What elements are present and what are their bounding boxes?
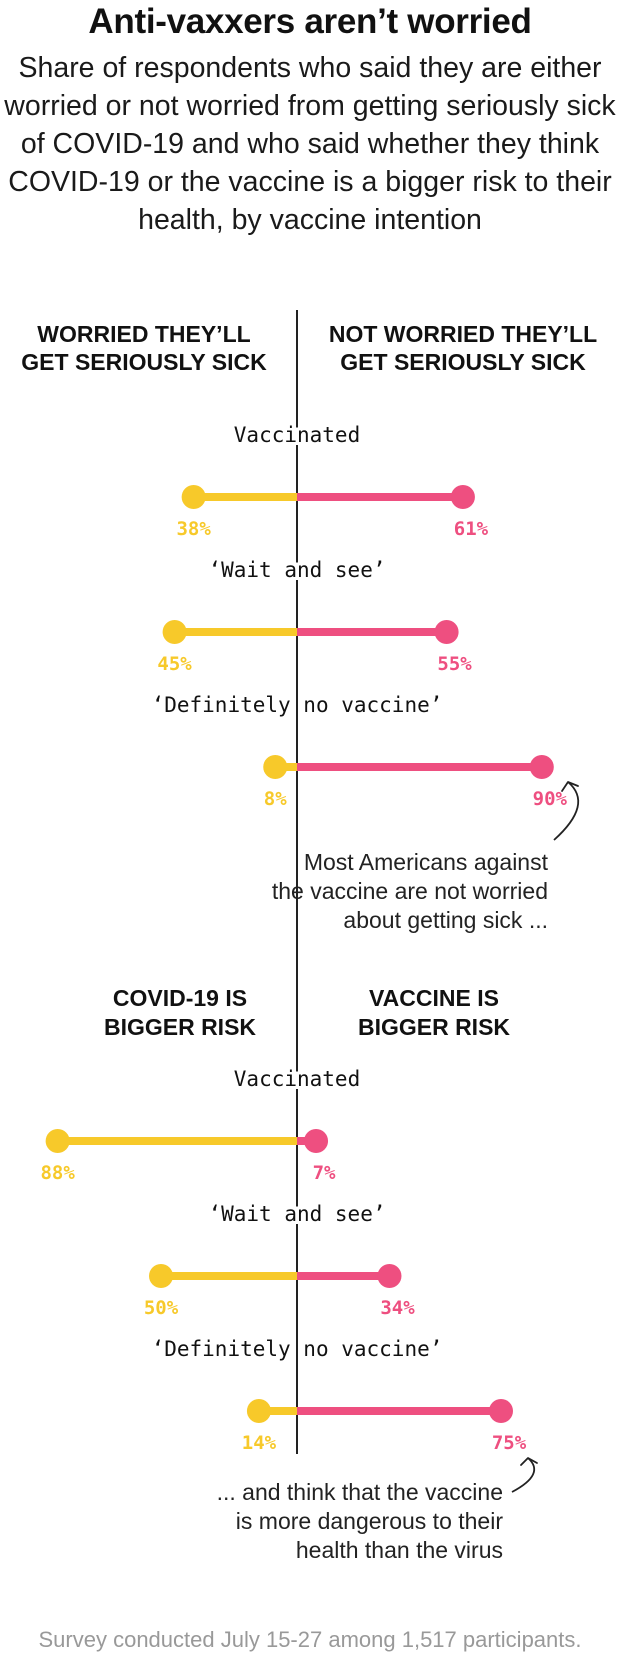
- right-value-label: 34%: [380, 1297, 415, 1319]
- annotation-text: is more dangerous to their: [236, 1508, 504, 1534]
- category-label: Vaccinated: [234, 423, 360, 447]
- left-value-label: 8%: [264, 788, 287, 810]
- right-value-label: 75%: [492, 1432, 527, 1454]
- left-value-label: 88%: [40, 1162, 75, 1184]
- category-label: ‘Definitely no vaccine’: [152, 1337, 443, 1361]
- left-header-label: COVID-19 IS: [113, 985, 247, 1011]
- left-dot: [263, 755, 288, 779]
- right-dot: [304, 1129, 329, 1153]
- annotation-text: the vaccine are not worried: [272, 878, 548, 904]
- left-value-label: 38%: [176, 518, 211, 540]
- annotation-arrowhead: [520, 1457, 538, 1466]
- category-label: ‘Wait and see’: [208, 558, 385, 582]
- annotation-text: about getting sick ...: [343, 907, 548, 933]
- left-header-label: BIGGER RISK: [104, 1014, 256, 1040]
- left-value-label: 14%: [242, 1432, 277, 1454]
- category-label: ‘Definitely no vaccine’: [152, 693, 443, 717]
- right-value-label: 90%: [533, 788, 568, 810]
- left-value-label: 50%: [144, 1297, 179, 1319]
- left-dot: [162, 620, 187, 644]
- annotation-text: health than the virus: [296, 1537, 503, 1563]
- right-value-label: 55%: [437, 653, 472, 675]
- chart-title: Anti-vaxxers aren’t worried: [88, 2, 532, 41]
- source-note: Survey conducted July 15-27 among 1,517 …: [38, 1627, 582, 1652]
- right-dot: [450, 485, 475, 509]
- annotation-text: Most Americans against: [304, 849, 549, 875]
- right-value-label: 7%: [313, 1162, 336, 1184]
- annotation-arrowhead: [561, 781, 579, 792]
- right-dot: [489, 1399, 513, 1423]
- right-header-label: NOT WORRIED THEY’LL: [329, 321, 597, 347]
- left-dot: [149, 1264, 173, 1288]
- annotation-text: ... and think that the vaccine: [217, 1479, 503, 1505]
- right-header-label: BIGGER RISK: [358, 1014, 510, 1040]
- right-header-label: VACCINE IS: [369, 985, 499, 1011]
- left-header-label: WORRIED THEY’LL: [37, 321, 250, 347]
- right-header-label: GET SERIOUSLY SICK: [340, 349, 586, 375]
- right-dot: [529, 755, 554, 779]
- left-value-label: 45%: [157, 653, 192, 675]
- chart-subtitle: Share of respondents who said they are e…: [4, 52, 616, 236]
- category-label: ‘Wait and see’: [208, 1202, 385, 1226]
- right-dot: [377, 1264, 402, 1288]
- right-value-label: 61%: [454, 518, 489, 540]
- left-dot: [181, 485, 206, 509]
- annotation-arrow: [553, 781, 579, 841]
- left-dot: [45, 1129, 70, 1153]
- category-label: Vaccinated: [234, 1067, 360, 1091]
- annotation-arrow: [511, 1457, 536, 1493]
- right-dot: [434, 620, 459, 644]
- left-header-label: GET SERIOUSLY SICK: [21, 349, 267, 375]
- left-dot: [246, 1399, 271, 1423]
